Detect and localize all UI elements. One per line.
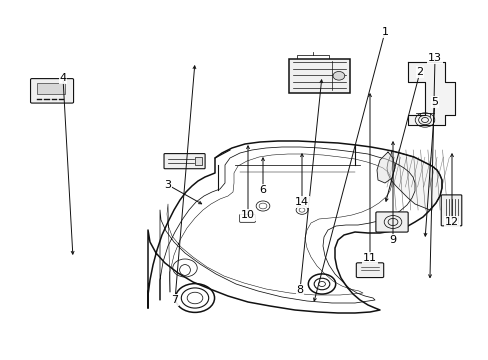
Text: 14: 14: [294, 197, 308, 207]
Text: 5: 5: [430, 97, 438, 107]
FancyBboxPatch shape: [440, 195, 461, 226]
Polygon shape: [407, 62, 454, 125]
FancyBboxPatch shape: [163, 154, 204, 169]
Polygon shape: [386, 151, 441, 210]
Text: 11: 11: [362, 253, 376, 263]
FancyBboxPatch shape: [288, 59, 349, 93]
Text: 2: 2: [416, 67, 423, 77]
Text: 1: 1: [381, 27, 387, 37]
Text: 6: 6: [259, 185, 266, 195]
Circle shape: [332, 72, 344, 80]
FancyBboxPatch shape: [356, 263, 383, 278]
Polygon shape: [376, 152, 394, 183]
Bar: [37, 83, 65, 94]
FancyBboxPatch shape: [375, 212, 407, 232]
Text: 10: 10: [241, 210, 254, 220]
Bar: [195, 157, 202, 165]
Text: 13: 13: [427, 53, 441, 63]
Text: 3: 3: [164, 180, 171, 190]
Text: 7: 7: [171, 295, 178, 305]
Text: 8: 8: [296, 285, 303, 295]
Text: 4: 4: [60, 73, 66, 83]
FancyBboxPatch shape: [30, 78, 73, 103]
Text: 9: 9: [388, 235, 396, 245]
Text: 12: 12: [444, 217, 458, 227]
